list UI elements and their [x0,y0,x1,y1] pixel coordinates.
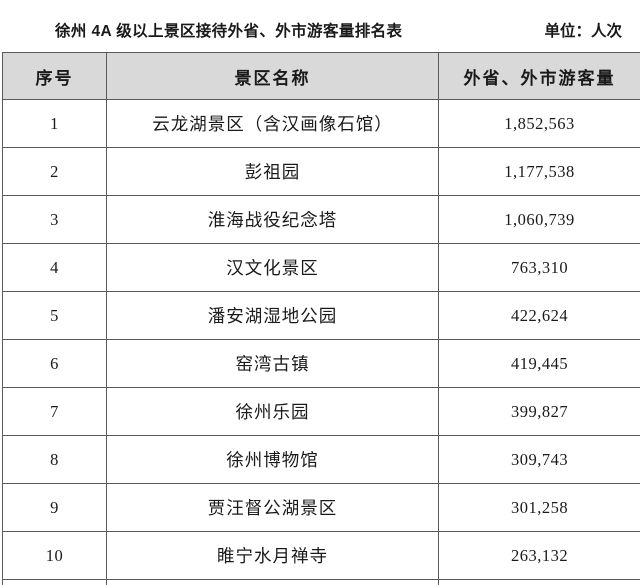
rank-cell: 6 [2,339,107,388]
visitors-cell: 763,310 [438,243,640,292]
table-header: 序号 景区名称 外省、外市游客量 [2,52,640,100]
column-header-rank: 序号 [2,52,107,100]
table-row: 6 窑湾古镇 419,445 [2,339,640,388]
visitors-cell: 301,258 [438,483,640,532]
table-body: 1 云龙湖景区（含汉画像石馆） 1,852,563 2 彭祖园 1,177,538 3 淮海战… [2,99,640,585]
rank-cell: 1 [2,99,107,148]
visitors-cell: 1,852,563 [438,99,640,148]
partial-next-row [2,579,640,585]
column-header-visitors: 外省、外市游客量 [438,52,640,100]
name-cell: 淮海战役纪念塔 [106,195,439,244]
visitors-cell: 309,743 [438,435,640,484]
visitors-cell: 399,827 [438,387,640,436]
empty-cell [2,579,107,585]
visitors-cell: 1,060,739 [438,195,640,244]
table-row: 2 彭祖园 1,177,538 [2,147,640,196]
rank-cell: 9 [2,483,107,532]
visitors-cell: 1,177,538 [438,147,640,196]
rank-cell: 3 [2,195,107,244]
name-cell: 汉文化景区 [106,243,439,292]
table-row: 5 潘安湖湿地公园 422,624 [2,291,640,340]
rank-cell: 2 [2,147,107,196]
ranking-table: 序号 景区名称 外省、外市游客量 1 云龙湖景区（含汉画像石馆） 1,852,563… [2,52,640,585]
visitors-cell: 263,132 [438,531,640,580]
unit-label: 单位：人次 [544,23,622,40]
table-row: 4 汉文化景区 763,310 [2,243,640,292]
rank-cell: 10 [2,531,107,580]
rank-cell: 8 [2,435,107,484]
table-row: 8 徐州博物馆 309,743 [2,435,640,484]
rank-cell: 5 [2,291,107,340]
header-row: 序号 景区名称 外省、外市游客量 [2,52,640,100]
name-cell: 窑湾古镇 [106,339,439,388]
name-cell: 云龙湖景区（含汉画像石馆） [106,99,439,148]
name-cell: 睢宁水月禅寺 [106,531,439,580]
title-bar: 徐州 4A 级以上景区接待外省、外市游客量排名表 单位：人次 [0,0,640,52]
table-row: 1 云龙湖景区（含汉画像石馆） 1,852,563 [2,99,640,148]
visitors-cell: 422,624 [438,291,640,340]
name-cell: 徐州博物馆 [106,435,439,484]
empty-cell [106,579,439,585]
name-cell: 潘安湖湿地公园 [106,291,439,340]
name-cell: 徐州乐园 [106,387,439,436]
table-row: 10 睢宁水月禅寺 263,132 [2,531,640,580]
table-row: 3 淮海战役纪念塔 1,060,739 [2,195,640,244]
column-header-name: 景区名称 [106,52,439,100]
rank-cell: 7 [2,387,107,436]
name-cell: 贾汪督公湖景区 [106,483,439,532]
table-row: 7 徐州乐园 399,827 [2,387,640,436]
page-title: 徐州 4A 级以上景区接待外省、外市游客量排名表 [55,23,403,40]
rank-cell: 4 [2,243,107,292]
empty-cell [438,579,640,585]
name-cell: 彭祖园 [106,147,439,196]
table-row: 9 贾汪督公湖景区 301,258 [2,483,640,532]
visitors-cell: 419,445 [438,339,640,388]
